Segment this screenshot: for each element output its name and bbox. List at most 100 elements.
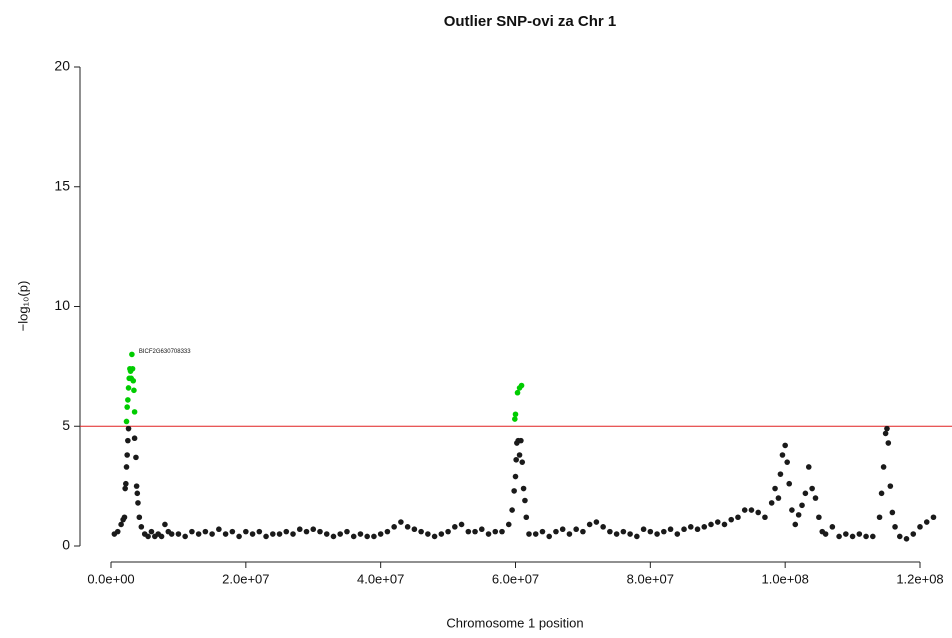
snp-point: [511, 488, 517, 494]
snp-point: [283, 528, 290, 535]
snp-point: [667, 526, 674, 533]
snp-point: [775, 495, 782, 501]
snp-point: [822, 531, 829, 537]
snp-point: [236, 533, 242, 540]
snp-point: [884, 425, 890, 432]
snp-point: [276, 531, 283, 537]
snp-point: [654, 531, 660, 537]
snp-point: [512, 473, 519, 480]
snp-point: [876, 514, 883, 521]
snp-point: [880, 464, 887, 470]
snp-point: [505, 521, 512, 528]
snp-point: [323, 531, 330, 537]
snp-point: [131, 435, 138, 442]
x-tick-label: 6.0e+07: [492, 571, 539, 586]
snp-point: [509, 507, 515, 513]
snp-point: [398, 519, 404, 525]
snp-point: [158, 533, 165, 540]
snp-point: [892, 524, 898, 530]
snp-point: [131, 387, 137, 394]
snp-point: [182, 533, 188, 540]
snp-point: [518, 437, 524, 444]
snp-point: [138, 524, 145, 530]
snp-point: [296, 526, 303, 533]
snp-point: [708, 521, 714, 528]
snp-point: [371, 533, 377, 540]
snp-point: [755, 509, 761, 516]
snp-point: [784, 459, 790, 465]
snp-point: [674, 531, 681, 537]
snp-point: [887, 483, 894, 489]
snp-point: [640, 526, 647, 533]
snp-point: [786, 480, 793, 487]
snp-point: [411, 526, 418, 533]
snp-point: [472, 528, 478, 535]
snp-point: [701, 524, 708, 530]
snp-point: [809, 485, 815, 492]
snp-point: [795, 512, 802, 518]
x-tick-label: 8.0e+07: [627, 571, 674, 586]
snp-point: [681, 526, 687, 533]
snp-point: [465, 528, 472, 535]
snp-point: [478, 526, 485, 533]
snp-point: [566, 531, 573, 537]
snp-point: [849, 533, 856, 540]
snp-point: [799, 502, 805, 509]
snp-point: [125, 385, 132, 391]
snp-point: [559, 526, 566, 533]
snp-point: [133, 483, 140, 489]
snp-point: [418, 528, 424, 535]
snp-point: [829, 524, 836, 530]
snp-point: [600, 524, 606, 530]
snp-point: [923, 519, 930, 525]
snp-point: [310, 526, 317, 533]
snp-point: [125, 437, 131, 444]
snp-point: [532, 531, 539, 537]
snp-point: [364, 533, 370, 540]
snp-point: [350, 533, 357, 540]
snp-point: [728, 516, 735, 523]
snp-point: [189, 528, 195, 535]
snp-point: [694, 526, 701, 533]
snp-point: [539, 528, 546, 535]
snp-point: [573, 526, 579, 533]
snp-point: [195, 531, 202, 537]
snp-point: [357, 531, 364, 537]
snp-point: [812, 495, 819, 501]
snp-point: [772, 485, 778, 492]
snp-point: [458, 521, 465, 528]
snp-point: [687, 524, 694, 530]
snp-point: [805, 464, 812, 470]
snp-point: [607, 528, 613, 535]
snp-point: [620, 528, 627, 535]
snp-point: [425, 531, 431, 537]
snp-point: [317, 528, 323, 535]
snp-point: [856, 531, 863, 537]
snp-point: [125, 425, 132, 432]
snp-point: [777, 471, 784, 477]
snp-point: [445, 528, 451, 535]
snp-point: [514, 389, 521, 396]
snp-point: [263, 533, 269, 540]
snp-point: [661, 528, 667, 535]
snp-point: [270, 531, 276, 537]
snp-point: [546, 533, 553, 540]
snp-point: [580, 528, 586, 535]
snp-point: [118, 521, 124, 528]
snp-point: [222, 531, 229, 537]
snp-point: [735, 514, 741, 521]
snp-point: [523, 514, 530, 521]
snp-point: [145, 533, 151, 540]
snp-point: [499, 528, 505, 535]
y-tick-label: 5: [62, 417, 70, 433]
snp-point: [836, 533, 842, 540]
snp-point: [123, 480, 129, 487]
snp-point: [431, 533, 438, 540]
snp-point: [256, 528, 263, 535]
snp-point: [779, 452, 786, 458]
snp-point: [391, 524, 397, 530]
y-tick-label: 0: [62, 537, 70, 553]
snp-point: [121, 514, 128, 521]
snp-point: [816, 514, 822, 521]
